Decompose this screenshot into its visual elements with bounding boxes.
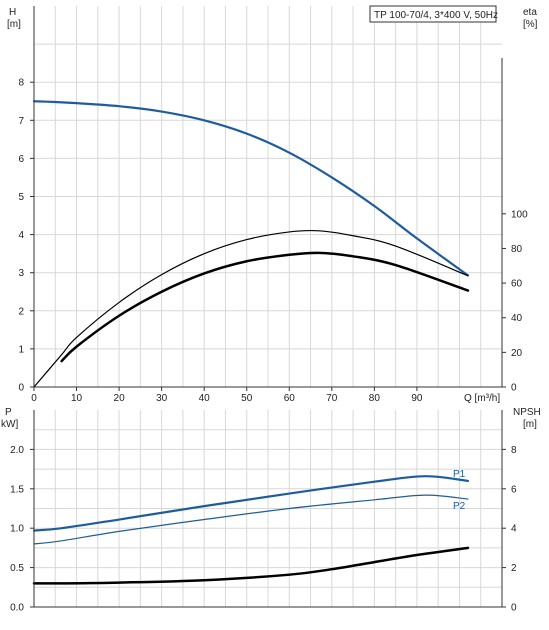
y-tick-label: 1 bbox=[18, 344, 24, 355]
x-tick-label: 30 bbox=[156, 393, 168, 404]
y-tick-label: 5 bbox=[18, 192, 24, 203]
y-tick-label: 1.5 bbox=[10, 484, 24, 495]
y-right-tick-label: 2 bbox=[511, 563, 517, 574]
y-tick-label: 0.0 bbox=[10, 603, 24, 614]
series-1-0-line bbox=[32, 100, 470, 277]
x-tick-label: 90 bbox=[411, 393, 423, 404]
series-2-0-line bbox=[32, 475, 470, 532]
model-legend: TP 100-70/4, 3*400 V, 50Hz bbox=[369, 5, 498, 23]
x-tick-label: 50 bbox=[241, 393, 253, 404]
series-label: P2 bbox=[453, 501, 466, 512]
series-2-1-line bbox=[33, 494, 469, 545]
x-tick-label: 10 bbox=[71, 393, 83, 404]
series-label: P1 bbox=[453, 469, 466, 480]
x-tick-label: 60 bbox=[284, 393, 296, 404]
y-tick-label: 8 bbox=[18, 78, 24, 89]
y-axis-label-symbol: P bbox=[5, 407, 12, 418]
y-right-axis-label-symbol: eta bbox=[523, 7, 537, 18]
series-1-2-line bbox=[60, 251, 470, 363]
series-2-2-line bbox=[32, 546, 470, 585]
x-tick-label: 20 bbox=[114, 393, 126, 404]
axis-layer bbox=[30, 6, 506, 608]
grid-layer bbox=[34, 6, 502, 607]
y-right-tick-label: 80 bbox=[511, 244, 523, 255]
y-right-tick-label: 4 bbox=[511, 524, 517, 535]
y-right-axis-label-symbol: NPSH bbox=[513, 407, 541, 418]
y-tick-label: 2.0 bbox=[10, 445, 24, 456]
x-tick-label: 0 bbox=[31, 393, 37, 404]
series-1-1-line bbox=[33, 229, 469, 388]
y-right-tick-label: 6 bbox=[511, 484, 517, 495]
y-right-tick-label: 8 bbox=[511, 445, 517, 456]
y-axis-label-symbol: H bbox=[9, 7, 16, 18]
x-tick-label: 80 bbox=[369, 393, 381, 404]
y-tick-label: 4 bbox=[18, 230, 24, 241]
y-right-axis-label-unit: [m] bbox=[523, 419, 537, 430]
y-right-tick-label: 0 bbox=[511, 603, 517, 614]
legend-box bbox=[369, 5, 497, 23]
x-tick-label: 70 bbox=[326, 393, 338, 404]
y-tick-label: 2 bbox=[18, 306, 24, 317]
y-right-tick-label: 20 bbox=[511, 348, 523, 359]
y-tick-label: 1.0 bbox=[10, 524, 24, 535]
y-right-axis-label-unit: [%] bbox=[523, 19, 538, 30]
y-axis-label-unit: [m] bbox=[7, 19, 21, 30]
y-axis-label-unit: kW] bbox=[1, 419, 18, 430]
legend-label: TP 100-70/4, 3*400 V, 50Hz bbox=[374, 10, 498, 21]
y-tick-label: 7 bbox=[18, 116, 24, 127]
x-axis-label: Q [m³/h] bbox=[464, 393, 500, 404]
y-tick-label: 0.5 bbox=[10, 563, 24, 574]
y-right-tick-label: 0 bbox=[511, 383, 517, 394]
y-right-tick-label: 60 bbox=[511, 279, 523, 290]
x-tick-label: 40 bbox=[199, 393, 211, 404]
y-tick-label: 3 bbox=[18, 268, 24, 279]
y-right-tick-label: 40 bbox=[511, 313, 523, 324]
y-tick-label: 0 bbox=[18, 383, 24, 394]
y-right-tick-label: 100 bbox=[511, 209, 528, 220]
series-layer bbox=[32, 100, 470, 585]
y-tick-label: 6 bbox=[18, 154, 24, 165]
